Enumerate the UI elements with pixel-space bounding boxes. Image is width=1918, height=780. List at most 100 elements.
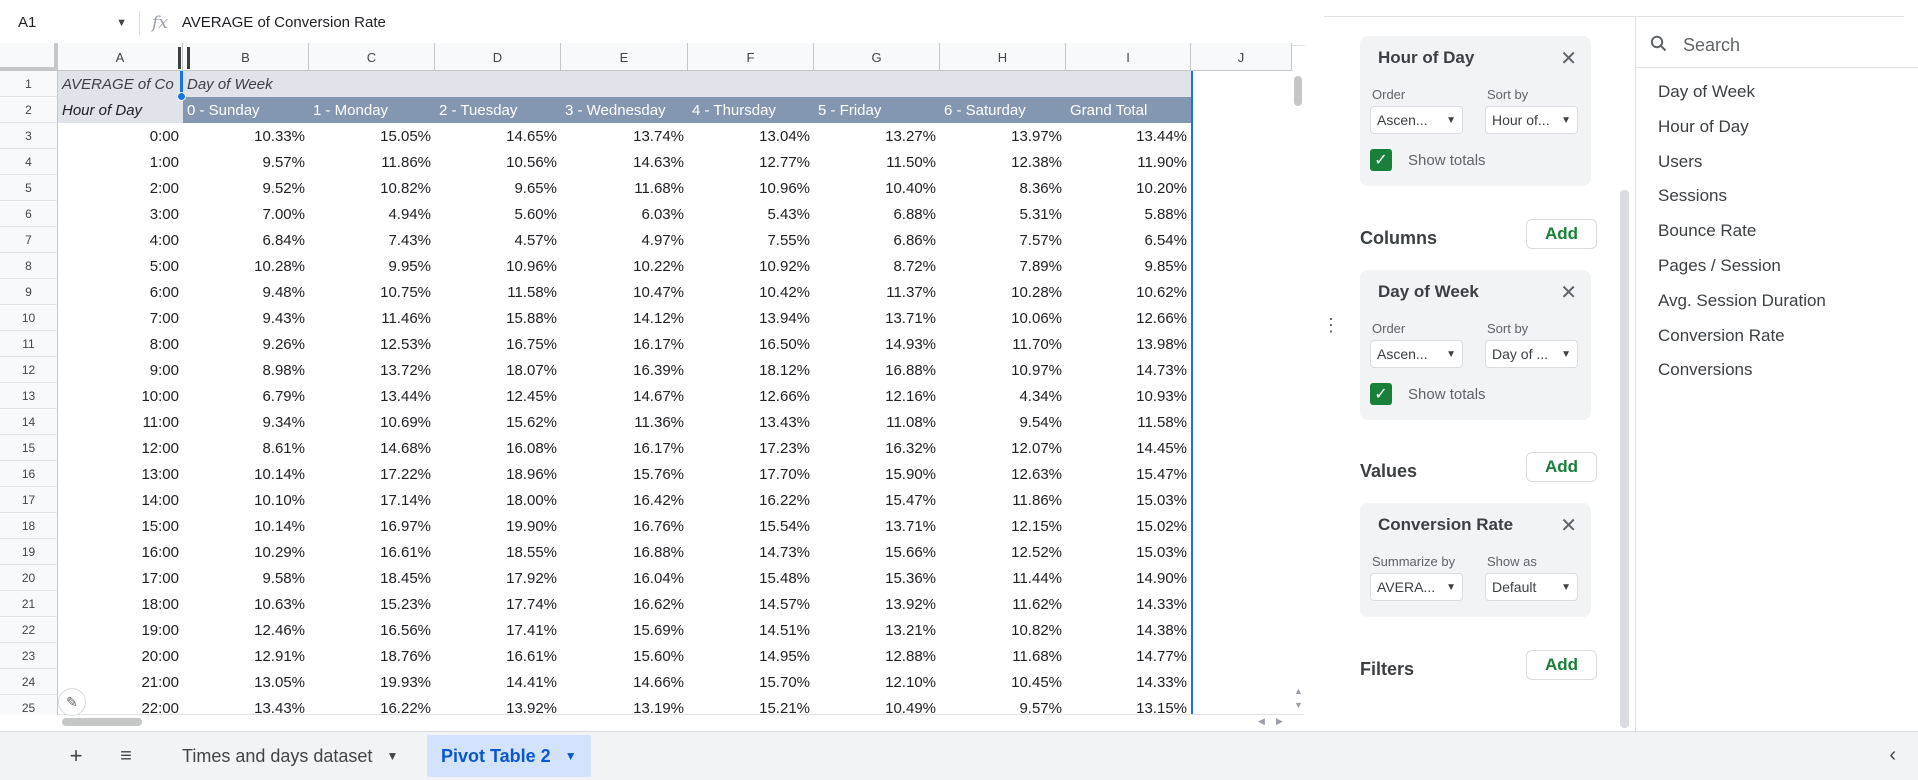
value-cell[interactable]: 8.61%: [262, 439, 305, 457]
value-cell[interactable]: 13.97%: [1011, 127, 1062, 145]
field-item[interactable]: Users: [1658, 151, 1703, 171]
pivot-title-cell[interactable]: AVERAGE of Co: [58, 71, 183, 97]
close-icon[interactable]: ✕: [1560, 515, 1577, 537]
hour-cell[interactable]: 6:00: [149, 283, 179, 301]
pivot-column-header[interactable]: 4 - Thursday: [688, 97, 814, 123]
value-cell[interactable]: 10.63%: [254, 595, 305, 613]
field-item[interactable]: Hour of Day: [1658, 116, 1749, 136]
value-cell[interactable]: 19.93%: [380, 673, 431, 691]
value-cell[interactable]: 9.26%: [262, 335, 305, 353]
scroll-down-icon[interactable]: ▼: [1294, 700, 1303, 710]
value-cell[interactable]: 14.63%: [633, 153, 684, 171]
value-cell[interactable]: 15.02%: [1136, 517, 1187, 535]
value-cell[interactable]: 9.34%: [262, 413, 305, 431]
value-cell[interactable]: 16.76%: [633, 517, 684, 535]
value-cell[interactable]: 16.17%: [633, 439, 684, 457]
value-cell[interactable]: 13.92%: [885, 595, 936, 613]
value-cell[interactable]: 13.94%: [759, 309, 810, 327]
value-cell[interactable]: 11.08%: [886, 413, 936, 431]
value-cell[interactable]: 14.67%: [633, 387, 684, 405]
value-cell[interactable]: 9.65%: [514, 179, 557, 197]
value-cell[interactable]: 10.92%: [759, 257, 810, 275]
value-cell[interactable]: 12.88%: [885, 647, 936, 665]
value-cell[interactable]: 10.45%: [1011, 673, 1062, 691]
hour-cell[interactable]: 11:00: [142, 413, 179, 431]
column-header[interactable]: A: [58, 43, 183, 71]
value-cell[interactable]: 11.44%: [1012, 569, 1062, 587]
pivot-column-header[interactable]: 1 - Monday: [309, 97, 435, 123]
value-cell[interactable]: 10.29%: [254, 543, 305, 561]
value-cell[interactable]: 16.97%: [380, 517, 431, 535]
hour-cell[interactable]: 9:00: [149, 361, 179, 379]
value-cell[interactable]: 9.52%: [262, 179, 305, 197]
column-header[interactable]: J: [1191, 43, 1292, 71]
horizontal-scrollbar[interactable]: ◀ ▶: [58, 714, 1304, 728]
row-header[interactable]: 24: [0, 669, 58, 695]
value-cell[interactable]: 18.45%: [380, 569, 431, 587]
value-cell[interactable]: 10.47%: [633, 283, 684, 301]
hour-cell[interactable]: 20:00: [141, 647, 179, 665]
sort-by-select[interactable]: Day of ... ▼: [1485, 340, 1578, 368]
value-cell[interactable]: 12.63%: [1011, 465, 1062, 483]
row-header[interactable]: 20: [0, 565, 58, 591]
value-cell[interactable]: 15.23%: [380, 595, 431, 613]
value-cell[interactable]: 15.03%: [1136, 543, 1187, 561]
row-header[interactable]: 17: [0, 487, 58, 513]
hour-cell[interactable]: 10:00: [141, 387, 179, 405]
value-cell[interactable]: 15.90%: [885, 465, 936, 483]
value-cell[interactable]: 11.62%: [1012, 595, 1062, 613]
value-cell[interactable]: 10.14%: [254, 465, 305, 483]
value-cell[interactable]: 15.70%: [759, 673, 810, 691]
row-header[interactable]: 2: [0, 97, 58, 123]
field-item[interactable]: Conversions: [1658, 360, 1753, 380]
value-cell[interactable]: 8.98%: [262, 361, 305, 379]
summarize-by-select[interactable]: AVERA... ▼: [1370, 573, 1463, 601]
value-cell[interactable]: 13.92%: [506, 699, 557, 716]
value-cell[interactable]: 7.00%: [262, 205, 305, 223]
row-header[interactable]: 13: [0, 383, 58, 409]
value-cell[interactable]: 6.03%: [641, 205, 684, 223]
hour-cell[interactable]: 16:00: [141, 543, 179, 561]
value-cell[interactable]: 14.66%: [633, 673, 684, 691]
value-cell[interactable]: 10.82%: [380, 179, 431, 197]
value-cell[interactable]: 6.79%: [262, 387, 305, 405]
hour-cell[interactable]: 17:00: [141, 569, 179, 587]
close-icon[interactable]: ✕: [1560, 282, 1577, 304]
field-item[interactable]: Sessions: [1658, 186, 1727, 206]
column-header[interactable]: B: [183, 43, 309, 71]
value-cell[interactable]: 18.00%: [506, 491, 557, 509]
value-cell[interactable]: 16.61%: [506, 647, 557, 665]
add-filter-button[interactable]: Add: [1526, 650, 1597, 680]
value-cell[interactable]: 14.12%: [633, 309, 684, 327]
value-cell[interactable]: 15.47%: [885, 491, 936, 509]
value-cell[interactable]: 17.22%: [380, 465, 431, 483]
value-cell[interactable]: 10.75%: [380, 283, 431, 301]
pivot-column-header[interactable]: Grand Total: [1066, 97, 1191, 123]
value-cell[interactable]: 12.07%: [1011, 439, 1062, 457]
value-cell[interactable]: 12.53%: [380, 335, 431, 353]
pivot-column-header[interactable]: 6 - Saturday: [940, 97, 1066, 123]
chevron-down-icon[interactable]: ▼: [564, 749, 577, 763]
row-header[interactable]: 23: [0, 643, 58, 669]
value-cell[interactable]: 17.14%: [380, 491, 431, 509]
value-cell[interactable]: 14.95%: [759, 647, 810, 665]
field-item[interactable]: Bounce Rate: [1658, 221, 1757, 241]
value-cell[interactable]: 13.43%: [254, 699, 305, 716]
value-cell[interactable]: 10.33%: [254, 127, 305, 145]
show-totals-checkbox[interactable]: ✓: [1370, 149, 1392, 171]
value-cell[interactable]: 9.54%: [1019, 413, 1062, 431]
hour-cell[interactable]: 4:00: [149, 231, 179, 249]
value-cell[interactable]: 4.57%: [514, 231, 557, 249]
value-cell[interactable]: 14.90%: [1136, 569, 1187, 587]
scroll-thumb[interactable]: [1294, 76, 1302, 106]
sheet-tab-pivot-table-2[interactable]: Pivot Table 2 ▼: [427, 735, 591, 777]
value-cell[interactable]: 5.88%: [1144, 205, 1187, 223]
value-cell[interactable]: 16.88%: [885, 361, 936, 379]
value-cell[interactable]: 10.28%: [1011, 283, 1062, 301]
value-cell[interactable]: 15.66%: [885, 543, 936, 561]
value-cell[interactable]: 5.60%: [514, 205, 557, 223]
value-cell[interactable]: 13.98%: [1136, 335, 1187, 353]
pivot-column-header[interactable]: 5 - Friday: [814, 97, 940, 123]
value-cell[interactable]: 9.85%: [1144, 257, 1187, 275]
value-cell[interactable]: 15.54%: [759, 517, 810, 535]
